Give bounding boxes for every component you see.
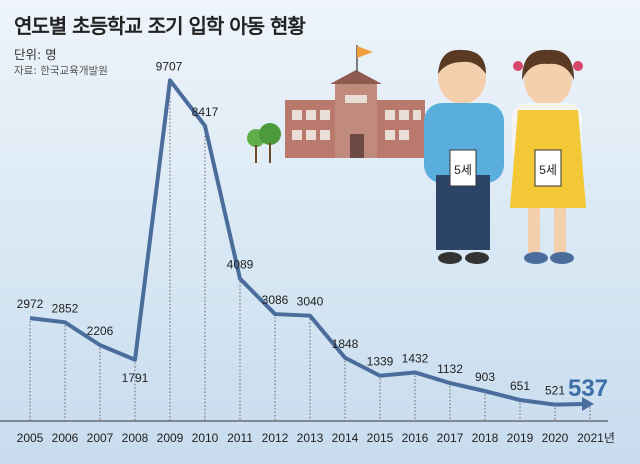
x-tick-label: 2015	[367, 431, 394, 445]
arrow-head-icon	[582, 397, 594, 412]
chart-title: 연도별 초등학교 조기 입학 아동 현황	[14, 14, 306, 38]
x-tick-label: 2005	[17, 431, 44, 445]
data-label: 537	[568, 375, 608, 402]
x-tick-label: 2014	[332, 431, 359, 445]
data-label: 3086	[262, 293, 289, 307]
data-label: 1848	[332, 337, 359, 351]
age-badge-boy: 5세	[454, 163, 472, 177]
school-building-icon	[285, 45, 425, 158]
data-label: 3040	[297, 295, 324, 309]
x-tick-label: 2007	[87, 431, 114, 445]
x-tick-label: 2006	[52, 431, 79, 445]
x-tick-label: 2016	[402, 431, 429, 445]
x-tick-label: 2012	[262, 431, 289, 445]
x-tick-label: 2020	[542, 431, 569, 445]
x-tick-label: 2021년	[577, 431, 615, 445]
data-label: 1432	[402, 351, 429, 365]
data-label: 9707	[156, 59, 183, 73]
source-label: 자료: 한국교육개발원	[14, 65, 108, 77]
x-tick-label: 2009	[157, 431, 184, 445]
girl-figure-icon	[510, 49, 586, 264]
series-line	[29, 78, 585, 407]
x-tick-label: 2018	[472, 431, 499, 445]
unit-label: 단위: 명	[14, 47, 57, 62]
data-label: 651	[510, 379, 530, 393]
x-tick-label: 2019	[507, 431, 534, 445]
x-tick-label: 2011	[227, 431, 253, 445]
data-label: 2972	[17, 297, 44, 311]
data-label: 1132	[437, 362, 463, 376]
data-label: 8417	[192, 105, 219, 119]
boy-figure-icon	[424, 49, 504, 264]
data-label: 521	[545, 384, 565, 398]
x-tick-label: 2008	[122, 431, 149, 445]
x-tick-label: 2017	[437, 431, 464, 445]
age-badge-girl: 5세	[539, 163, 557, 177]
x-tick-label: 2010	[192, 431, 219, 445]
data-label: 2206	[87, 324, 114, 338]
data-label: 1339	[367, 355, 394, 369]
data-label: 2852	[52, 301, 79, 315]
x-tick-label: 2013	[297, 431, 324, 445]
data-label: 1791	[122, 371, 149, 385]
data-label: 903	[475, 370, 495, 384]
data-label: 4089	[227, 258, 254, 272]
